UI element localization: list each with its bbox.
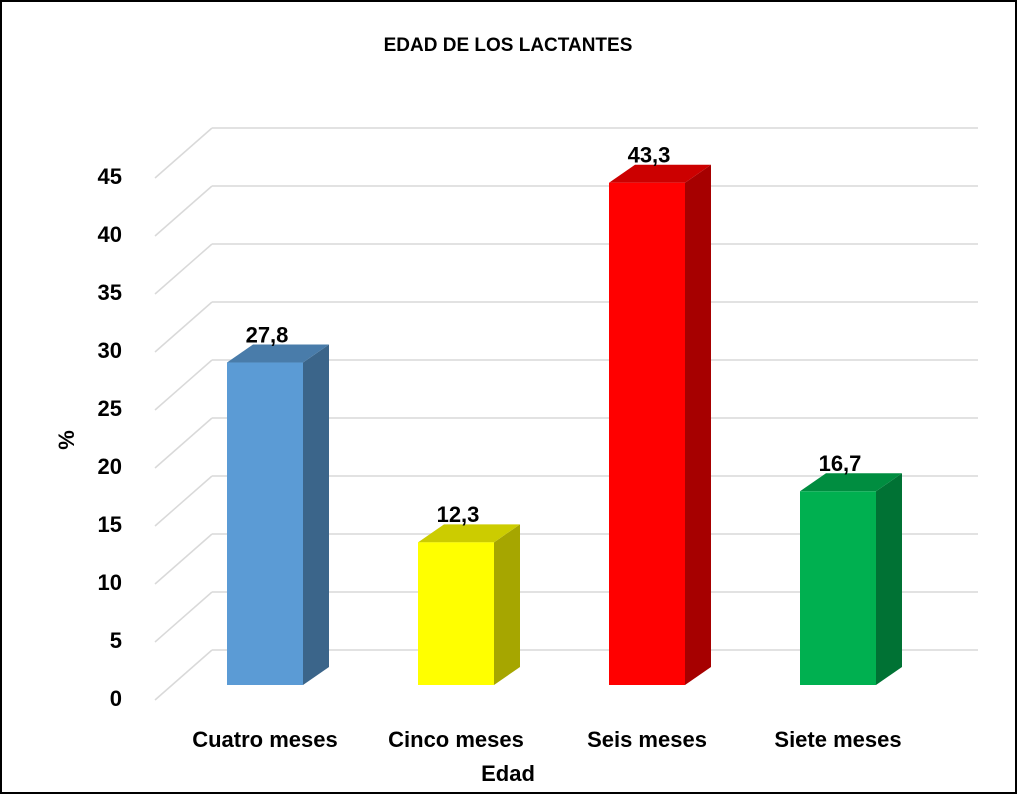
y-axis-label: % <box>54 430 79 450</box>
grid-diagonal <box>154 417 213 469</box>
bar-side <box>303 344 329 685</box>
grid-diagonal <box>154 127 213 179</box>
grid-diagonal <box>154 591 213 643</box>
x-tick-label: Siete meses <box>774 727 901 752</box>
grid-diagonal <box>154 475 213 527</box>
x-tick-label: Cinco meses <box>388 727 524 752</box>
y-tick-label: 45 <box>98 164 122 189</box>
y-tick-label: 30 <box>98 338 122 363</box>
y-tick-label: 20 <box>98 454 122 479</box>
y-tick-label: 10 <box>98 570 122 595</box>
x-tick-label: Cuatro meses <box>192 727 338 752</box>
grid-diagonal <box>154 185 213 237</box>
chart-title: EDAD DE LOS LACTANTES <box>384 35 633 56</box>
x-axis-label: Edad <box>481 761 535 786</box>
data-label: 27,8 <box>246 322 289 347</box>
x-tick-label: Seis meses <box>587 727 707 752</box>
bar-top <box>418 524 520 543</box>
bar <box>609 182 685 685</box>
y-tick-label: 5 <box>110 628 122 653</box>
y-tick-label: 35 <box>98 280 122 305</box>
data-label: 43,3 <box>628 143 671 168</box>
bar-side <box>876 473 902 685</box>
grid-diagonal <box>154 649 213 701</box>
bar-top <box>609 164 711 183</box>
data-label: 16,7 <box>819 451 862 476</box>
grid-diagonal <box>154 359 213 411</box>
bar-top <box>227 344 329 363</box>
bar <box>418 542 494 685</box>
bar-side <box>685 164 711 686</box>
data-label: 12,3 <box>437 502 480 527</box>
y-tick-label: 25 <box>98 396 122 421</box>
grid-diagonal <box>154 301 213 353</box>
bar <box>800 491 876 685</box>
grid-diagonal <box>154 243 213 295</box>
y-tick-label: 15 <box>98 512 122 537</box>
y-tick-label: 40 <box>98 222 122 247</box>
bar-side <box>494 524 520 685</box>
bar <box>227 362 303 685</box>
y-tick-label: 0 <box>110 686 122 711</box>
bar-top <box>800 473 902 492</box>
grid-diagonal <box>154 533 213 585</box>
